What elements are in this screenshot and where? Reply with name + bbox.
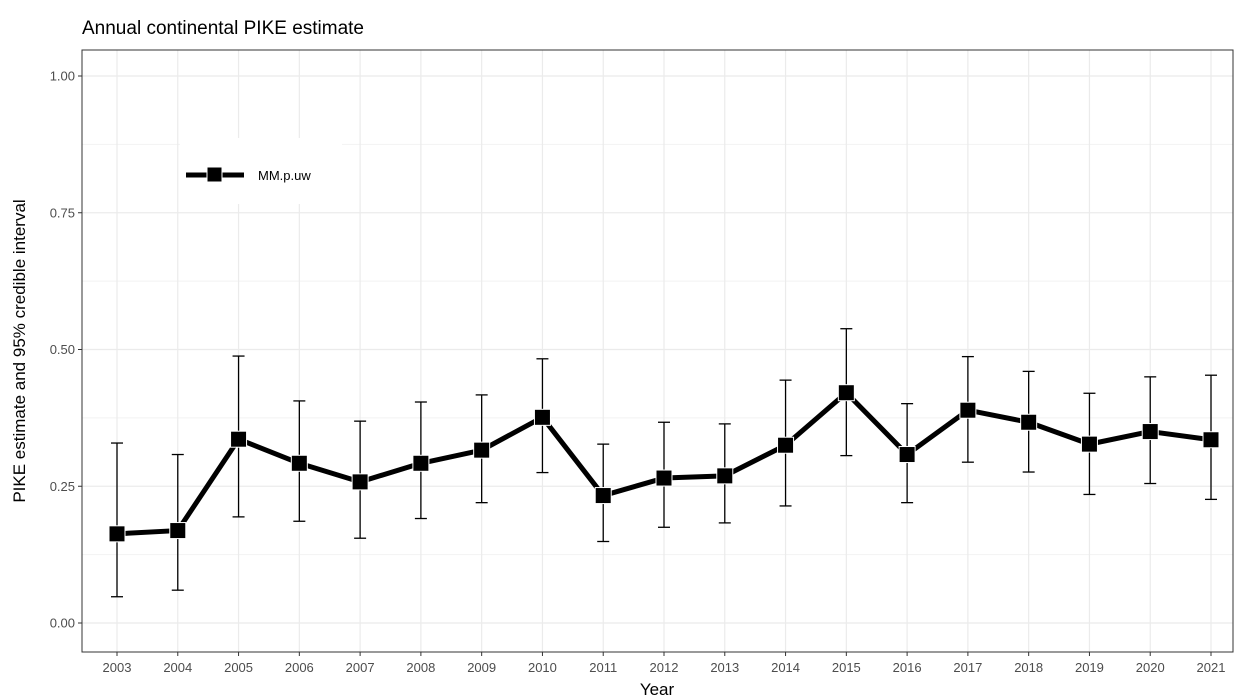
chart-title: Annual continental PIKE estimate (82, 18, 364, 39)
data-point (351, 473, 369, 491)
y-tick-label: 1.00 (50, 69, 75, 84)
data-point (1020, 413, 1038, 431)
data-point (230, 430, 248, 448)
x-tick-label: 2012 (650, 660, 679, 675)
data-point (898, 446, 916, 464)
data-point (533, 408, 551, 426)
y-tick-label: 0.00 (50, 616, 75, 631)
data-point (290, 454, 308, 472)
data-point (108, 525, 126, 543)
x-tick-label: 2017 (953, 660, 982, 675)
data-points (108, 384, 1220, 543)
y-axis-title: PIKE estimate and 95% credible interval (10, 199, 29, 502)
x-tick-label: 2003 (103, 660, 132, 675)
y-axis: 0.00 0.25 0.50 0.75 1.00 (50, 69, 82, 631)
x-tick-label: 2013 (710, 660, 739, 675)
x-tick-label: 2021 (1197, 660, 1226, 675)
x-tick-label: 2004 (163, 660, 192, 675)
data-point (655, 469, 673, 487)
x-tick-label: 2014 (771, 660, 800, 675)
x-tick-label: 2011 (589, 660, 617, 675)
legend-label: MM.p.uw (258, 168, 311, 183)
plot-border (81, 49, 1234, 653)
x-tick-label: 2006 (285, 660, 314, 675)
legend-key-marker (206, 166, 223, 183)
data-point (412, 454, 430, 472)
y-tick-label: 0.50 (50, 342, 75, 357)
x-tick-label: 2019 (1075, 660, 1104, 675)
legend: MM.p.uw (180, 138, 342, 204)
data-point (1202, 431, 1220, 449)
data-point (473, 441, 491, 459)
data-point (169, 522, 187, 540)
data-point (1080, 435, 1098, 453)
data-point (837, 384, 855, 402)
x-tick-label: 2005 (224, 660, 253, 675)
data-point (594, 487, 612, 505)
x-tick-label: 2009 (467, 660, 496, 675)
x-tick-label: 2008 (406, 660, 435, 675)
y-tick-label: 0.25 (50, 479, 75, 494)
x-tick-label: 2016 (893, 660, 922, 675)
data-point (716, 467, 734, 485)
x-axis-title: Year (640, 680, 675, 699)
x-tick-label: 2018 (1014, 660, 1043, 675)
data-point (777, 436, 795, 454)
y-tick-label: 0.75 (50, 205, 75, 220)
data-point (1141, 423, 1159, 441)
x-tick-label: 2020 (1136, 660, 1165, 675)
x-tick-label: 2007 (346, 660, 375, 675)
data-point (959, 401, 977, 419)
x-tick-label: 2010 (528, 660, 557, 675)
x-axis: 2003 2004 2005 2006 2007 2008 2009 2010 2011 2012… (103, 652, 1226, 675)
x-tick-label: 2015 (832, 660, 861, 675)
